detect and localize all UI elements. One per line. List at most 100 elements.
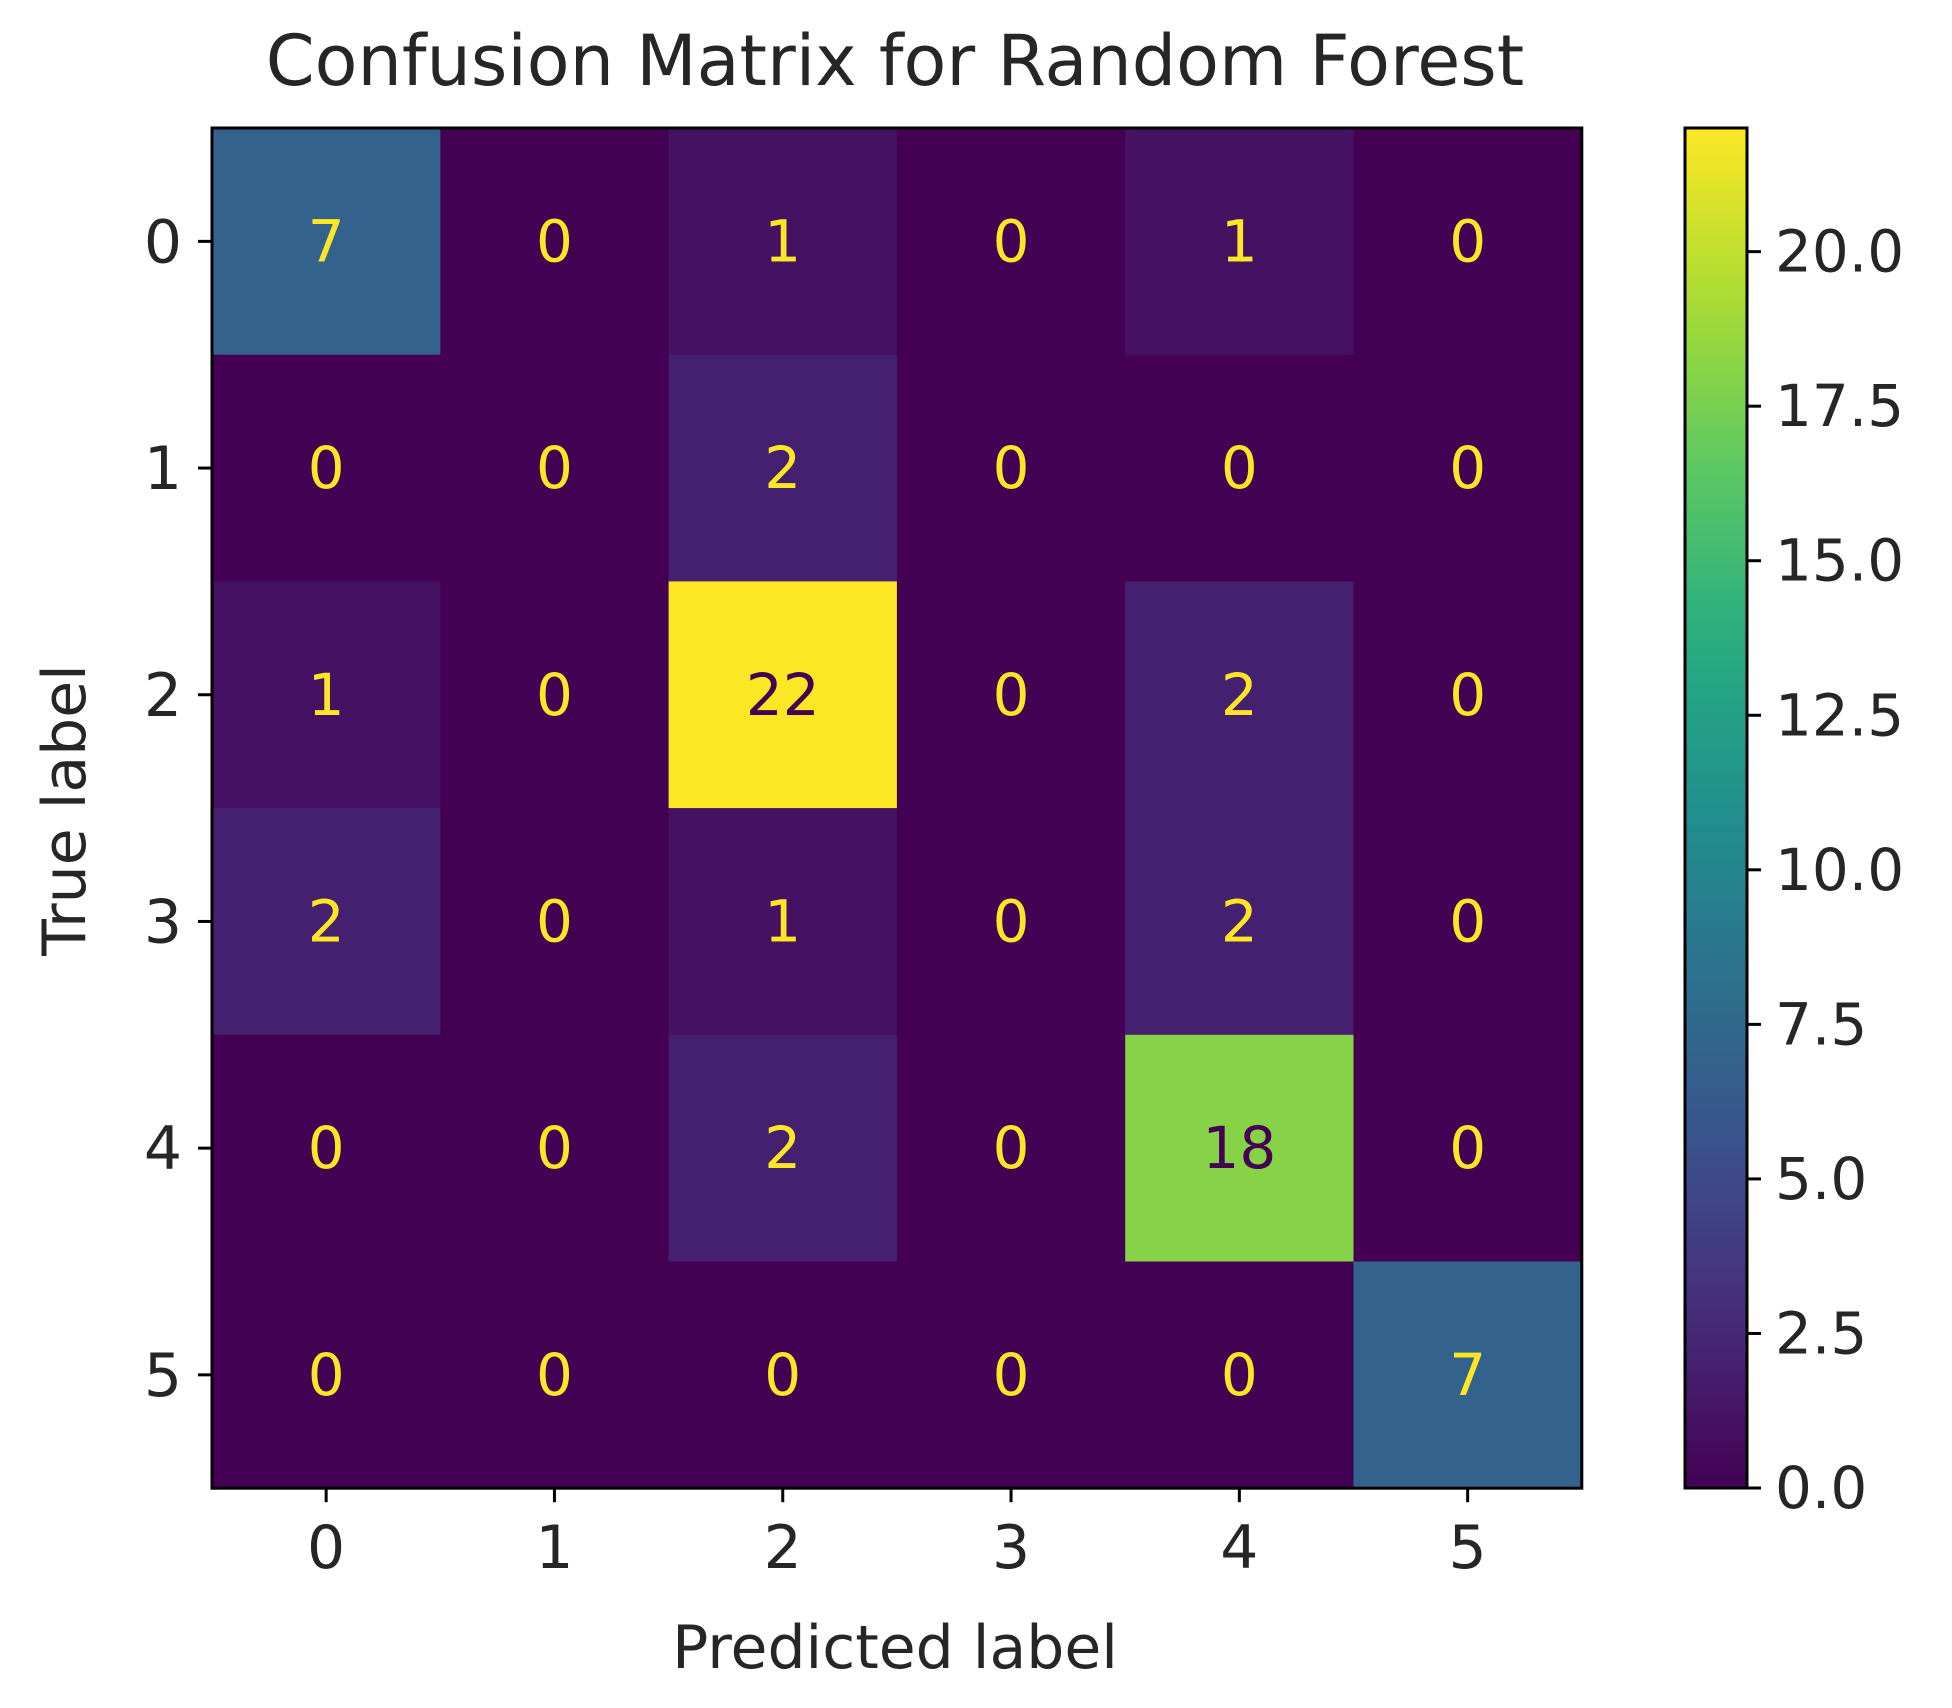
colorbar-ticks: 0.0 2.5 5.0 7.5 10.0 12.5 15.0 17.5 20.0 (1747, 218, 1904, 1522)
cell-value-label: 1 (308, 661, 345, 729)
heatmap-cell (1125, 128, 1355, 356)
cell-value-label: 0 (993, 434, 1030, 502)
heatmap-cell (212, 1261, 441, 1489)
x-tick-label: 0 (307, 1513, 345, 1583)
chart-title: Confusion Matrix for Random Forest (266, 20, 1524, 102)
heatmap-cell (1125, 1261, 1355, 1489)
heatmap-cell (1353, 354, 1583, 582)
cell-value-label: 0 (308, 434, 345, 502)
heatmap-cell (1125, 354, 1355, 582)
y-axis-ticks: 0 1 2 3 4 5 (144, 207, 212, 1411)
x-tick-label: 5 (1449, 1513, 1487, 1583)
x-axis-label: Predicted label (672, 1613, 1118, 1683)
cell-value-label: 0 (1221, 1341, 1258, 1409)
heatmap-cell (896, 1034, 1126, 1263)
cell-value-label: 0 (993, 661, 1030, 729)
colorbar-tick-label: 2.5 (1775, 1299, 1867, 1367)
x-axis-ticks: 0 1 2 3 4 5 (307, 1488, 1487, 1583)
heatmap-cell (668, 808, 898, 1036)
heatmap-cell (1125, 808, 1355, 1036)
x-tick-label: 3 (992, 1513, 1030, 1583)
heatmap-cell (1353, 808, 1583, 1036)
cell-value-label: 0 (1449, 1114, 1486, 1182)
colorbar-tick-label: 12.5 (1775, 681, 1904, 749)
cell-value-label: 2 (764, 1114, 801, 1182)
colorbar (1683, 126, 1749, 1490)
colorbar-tick-label: 17.5 (1775, 372, 1904, 440)
x-tick-label: 2 (764, 1513, 802, 1583)
cell-value-label: 0 (1449, 661, 1486, 729)
cell-value-label: 0 (536, 1341, 573, 1409)
heatmap-cell (440, 581, 670, 809)
heatmap-cell (668, 581, 898, 809)
heatmap-cell (896, 128, 1126, 356)
cell-value-label: 2 (1221, 661, 1258, 729)
heatmap-cell (440, 1261, 670, 1489)
colorbar-tick-label: 15.0 (1775, 527, 1904, 595)
heatmap-cell (896, 354, 1126, 582)
cell-value-label: 1 (1221, 207, 1258, 275)
colorbar-tick-label: 0.0 (1775, 1454, 1867, 1522)
heatmap-cell (896, 581, 1126, 809)
cell-value-label: 0 (993, 207, 1030, 275)
cell-value-label: 0 (993, 1341, 1030, 1409)
cell-value-label: 0 (536, 661, 573, 729)
cell-value-label: 0 (308, 1341, 345, 1409)
cell-value-label: 2 (308, 887, 345, 955)
y-tick-label: 0 (144, 207, 182, 277)
y-tick-label: 3 (144, 887, 182, 957)
heatmap-cell (212, 581, 441, 809)
x-tick-label: 4 (1220, 1513, 1258, 1583)
colorbar-tick-label: 7.5 (1775, 990, 1867, 1058)
cell-value-label: 0 (536, 887, 573, 955)
cell-value-label: 0 (993, 1114, 1030, 1182)
cell-value-label: 2 (1221, 887, 1258, 955)
y-tick-label: 2 (144, 661, 182, 731)
colorbar-tick-label: 5.0 (1775, 1145, 1867, 1213)
y-tick-label: 1 (144, 434, 182, 504)
heatmap-cell (440, 128, 670, 356)
heatmap-cell (668, 128, 898, 356)
heatmap-cell (212, 354, 441, 582)
heatmap-cell (212, 808, 441, 1036)
heatmap-cell (440, 354, 670, 582)
heatmap-cell (896, 808, 1126, 1036)
heatmap-cell (896, 1261, 1126, 1489)
heatmap-cell (1353, 581, 1583, 809)
heatmap-cell (668, 1034, 898, 1263)
heatmap-cell (212, 128, 441, 356)
heatmap-cell (212, 1034, 441, 1263)
cell-value-label: 0 (536, 434, 573, 502)
colorbar-tick-label: 20.0 (1775, 218, 1904, 286)
y-axis-label: True label (30, 664, 100, 957)
heatmap-cell (1125, 1034, 1355, 1263)
y-tick-label: 4 (144, 1114, 182, 1184)
cell-value-label: 0 (1449, 434, 1486, 502)
cell-value-label: 1 (764, 887, 801, 955)
cell-value-label: 0 (536, 1114, 573, 1182)
heatmap-cell (1353, 1261, 1583, 1489)
heatmap-cell (1353, 128, 1583, 356)
heatmap-cell (1353, 1034, 1583, 1263)
heatmap-cell (440, 808, 670, 1036)
cell-value-label: 7 (1449, 1341, 1486, 1409)
cell-value-label: 0 (764, 1341, 801, 1409)
x-tick-label: 1 (535, 1513, 573, 1583)
heatmap-cell (1125, 581, 1355, 809)
cell-value-label: 1 (764, 207, 801, 275)
cell-value-label: 7 (308, 207, 345, 275)
y-tick-label: 5 (144, 1341, 182, 1411)
cell-value-label: 0 (308, 1114, 345, 1182)
cell-value-label: 0 (1221, 434, 1258, 502)
cell-value-label: 0 (1449, 887, 1486, 955)
heatmap-cell (668, 354, 898, 582)
cell-value-label: 0 (1449, 207, 1486, 275)
cell-value-label: 0 (993, 887, 1030, 955)
cell-value-label: 0 (536, 207, 573, 275)
heatmap-cells: 7 0 1 0 1 0 0 0 2 0 0 0 1 0 22 0 2 0 2 0 1 0 2 0 0 0 2 0 18 0 0 0 0 0 0 7 (210, 126, 1584, 1490)
cell-value-label: 22 (746, 661, 820, 729)
colorbar-tick-label: 10.0 (1775, 836, 1904, 904)
cell-value-label: 18 (1202, 1114, 1276, 1182)
